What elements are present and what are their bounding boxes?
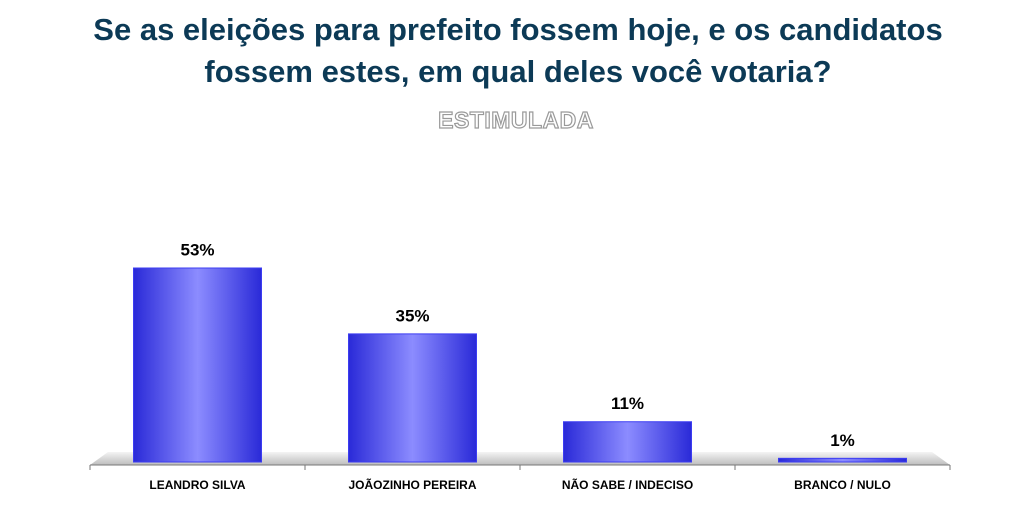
bar [563,421,692,463]
bar [348,333,477,463]
x-tick-label: BRANCO / NULO [794,478,891,492]
value-label: 35% [395,306,429,325]
chart-subtitle: ESTIMULADA [438,107,594,133]
value-label: 11% [611,394,644,413]
bar [778,457,907,463]
chart-title: Se as eleições para prefeito fossem hoje… [93,12,942,47]
x-tick-label: NÃO SABE / INDECISO [562,477,693,492]
floor [90,452,950,465]
chart-title: fossem estes, em qual deles você votaria… [204,54,831,89]
bar [133,267,262,463]
x-tick-label: LEANDRO SILVA [149,478,246,492]
value-label: 1% [830,431,855,450]
x-tick-label: JOÃOZINHO PEREIRA [348,477,476,492]
value-label: 53% [180,240,214,259]
